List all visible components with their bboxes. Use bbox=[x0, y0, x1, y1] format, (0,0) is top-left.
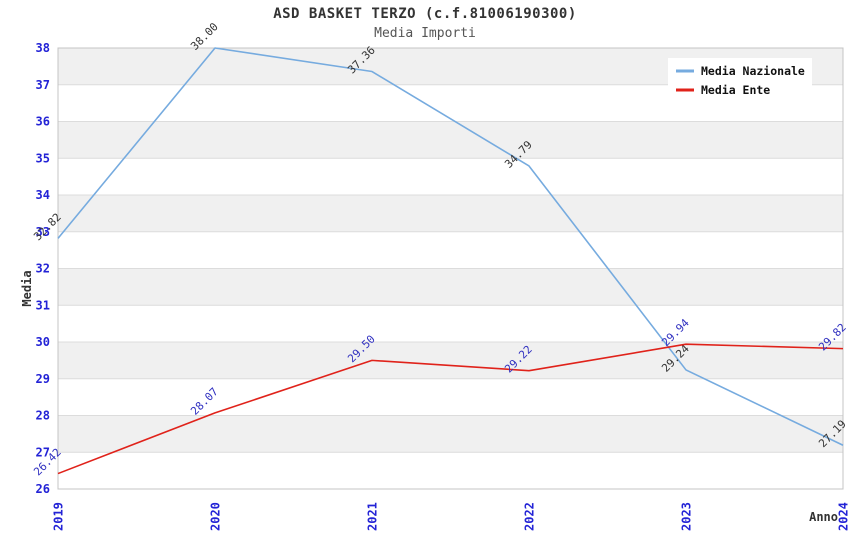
plot-band bbox=[58, 452, 843, 489]
legend-label-ente: Media Ente bbox=[701, 83, 770, 97]
y-tick-label: 31 bbox=[36, 298, 50, 312]
plot-band bbox=[58, 305, 843, 342]
legend-box bbox=[668, 58, 812, 102]
x-tick-label: 2024 bbox=[837, 502, 850, 531]
y-axis-title: Media bbox=[20, 270, 34, 306]
plot-band bbox=[58, 195, 843, 232]
series-line-nazionale bbox=[57, 47, 844, 446]
legend-label-nazionale: Media Nazionale bbox=[701, 64, 805, 78]
plot-border bbox=[57, 47, 844, 490]
y-tick-label: 29 bbox=[36, 372, 50, 386]
y-tick-label: 36 bbox=[36, 115, 50, 129]
plot-band bbox=[58, 231, 843, 269]
y-tick-label: 38 bbox=[36, 41, 50, 55]
plot-band bbox=[58, 158, 843, 195]
x-axis-title: Anno bbox=[809, 510, 838, 524]
x-tick-label: 2022 bbox=[523, 502, 537, 531]
y-tick-label: 30 bbox=[36, 335, 50, 349]
y-tick-label: 33 bbox=[36, 225, 50, 239]
y-tick-label: 32 bbox=[36, 262, 50, 276]
series-line-ente bbox=[57, 343, 844, 475]
y-tick-label: 27 bbox=[36, 445, 50, 459]
x-tick-label: 2021 bbox=[366, 502, 380, 531]
chart-subtitle: Media Importi bbox=[374, 26, 476, 41]
y-tick-label: 37 bbox=[36, 78, 50, 92]
plot-band bbox=[58, 378, 843, 416]
plot-band bbox=[58, 415, 843, 453]
plot-band bbox=[58, 342, 843, 379]
x-tick-label: 2020 bbox=[209, 502, 223, 531]
plot-band bbox=[58, 121, 843, 159]
y-tick-label: 34 bbox=[36, 188, 50, 202]
y-tick-label: 28 bbox=[36, 409, 50, 423]
x-tick-label: 2019 bbox=[52, 502, 66, 531]
chart-title: ASD BASKET TERZO (c.f.81006190300) bbox=[273, 6, 577, 22]
x-tick-label: 2023 bbox=[680, 502, 694, 531]
y-tick-label: 35 bbox=[36, 151, 50, 165]
y-tick-label: 26 bbox=[36, 482, 50, 496]
plot-band bbox=[58, 268, 843, 306]
